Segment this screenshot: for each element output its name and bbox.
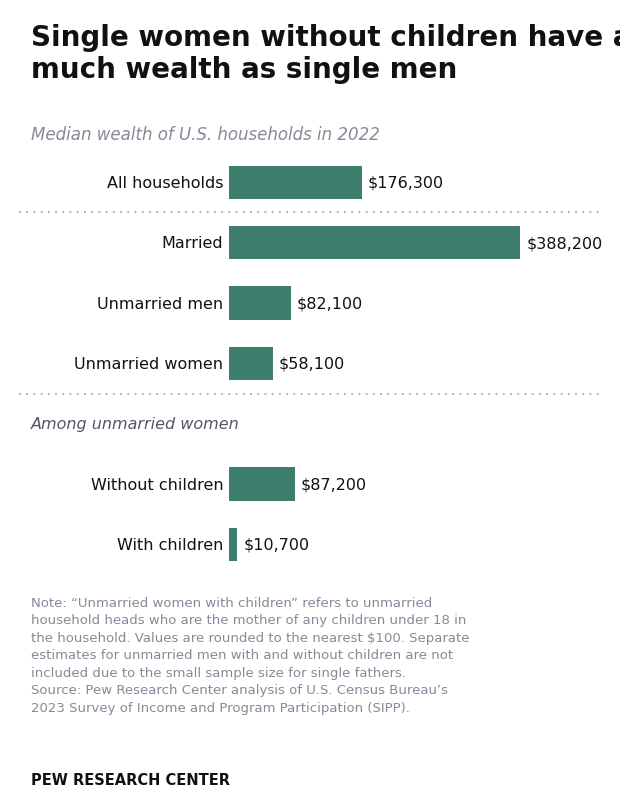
- Text: Unmarried men: Unmarried men: [97, 296, 223, 311]
- Text: Unmarried women: Unmarried women: [74, 356, 223, 371]
- Bar: [229, 528, 237, 561]
- Text: Note: “Unmarried women with children” refers to unmarried
household heads who ar: Note: “Unmarried women with children” re…: [31, 596, 469, 714]
- Text: Among unmarried women: Among unmarried women: [31, 417, 240, 431]
- Bar: [229, 227, 520, 260]
- Text: $176,300: $176,300: [368, 176, 443, 191]
- Text: $388,200: $388,200: [526, 236, 603, 251]
- Text: $82,100: $82,100: [297, 296, 363, 311]
- Text: With children: With children: [117, 537, 223, 552]
- Bar: [229, 166, 361, 200]
- Bar: [229, 287, 291, 320]
- Text: $87,200: $87,200: [301, 477, 366, 492]
- Text: Single women without children have as
much wealth as single men: Single women without children have as mu…: [31, 24, 620, 84]
- Text: $10,700: $10,700: [243, 537, 309, 552]
- Text: Median wealth of U.S. households in 2022: Median wealth of U.S. households in 2022: [31, 126, 380, 144]
- Text: Married: Married: [162, 236, 223, 251]
- Text: $58,100: $58,100: [279, 356, 345, 371]
- Bar: [229, 347, 273, 380]
- Bar: [229, 468, 294, 501]
- Text: Without children: Without children: [91, 477, 223, 492]
- Text: All households: All households: [107, 176, 223, 191]
- Text: PEW RESEARCH CENTER: PEW RESEARCH CENTER: [31, 772, 230, 787]
